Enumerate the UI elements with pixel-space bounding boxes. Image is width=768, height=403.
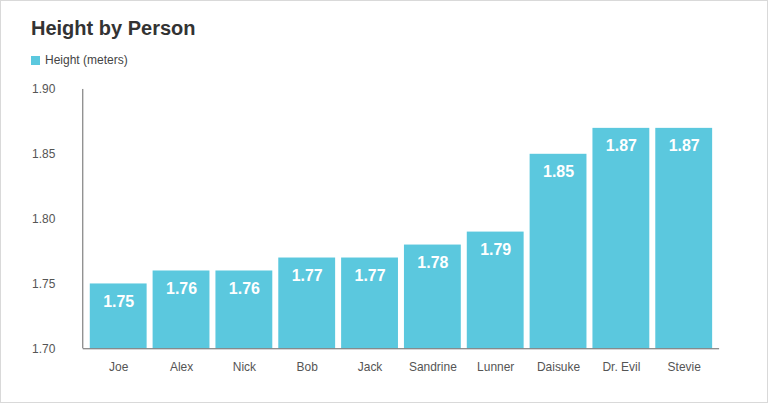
svg-text:Lunner: Lunner — [477, 360, 514, 374]
svg-text:Bob: Bob — [297, 360, 319, 374]
svg-text:1.87: 1.87 — [669, 137, 700, 154]
svg-text:1.87: 1.87 — [606, 137, 637, 154]
svg-text:1.77: 1.77 — [292, 267, 323, 284]
svg-text:1.75: 1.75 — [103, 293, 134, 310]
svg-text:Jack: Jack — [358, 360, 383, 374]
svg-text:Joe: Joe — [109, 360, 129, 374]
svg-text:1.70: 1.70 — [32, 342, 56, 356]
svg-text:1.76: 1.76 — [166, 280, 197, 297]
svg-text:1.76: 1.76 — [229, 280, 260, 297]
svg-text:Sandrine: Sandrine — [409, 360, 457, 374]
svg-text:1.80: 1.80 — [32, 212, 56, 226]
svg-text:1.75: 1.75 — [32, 277, 56, 291]
svg-text:1.78: 1.78 — [417, 254, 448, 271]
svg-text:Daisuke: Daisuke — [537, 360, 581, 374]
svg-text:1.79: 1.79 — [480, 241, 511, 258]
html-text:Height (meters): Height (meters) — [45, 53, 128, 67]
svg-text:Stevie: Stevie — [668, 360, 702, 374]
svg-text:1.85: 1.85 — [543, 163, 574, 180]
html-text:Height by Person: Height by Person — [31, 17, 196, 39]
svg-text:Alex: Alex — [170, 360, 193, 374]
svg-text:1.90: 1.90 — [32, 82, 56, 96]
svg-text:1.77: 1.77 — [355, 267, 386, 284]
svg-text:Dr. Evil: Dr. Evil — [602, 360, 640, 374]
svg-text:1.85: 1.85 — [32, 147, 56, 161]
svg-text:Nick: Nick — [233, 360, 256, 374]
